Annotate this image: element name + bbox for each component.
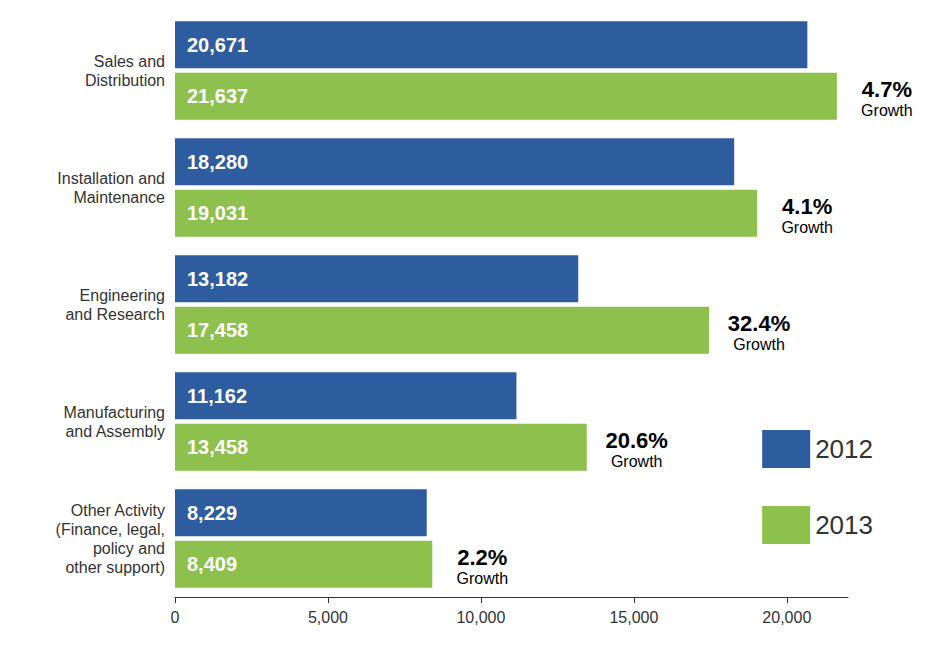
svg-text:13,458: 13,458 xyxy=(187,436,248,458)
svg-text:20,000: 20,000 xyxy=(762,609,811,626)
svg-text:other support): other support) xyxy=(65,559,165,576)
svg-text:19,031: 19,031 xyxy=(187,202,248,224)
svg-text:and Research: and Research xyxy=(65,306,165,323)
svg-text:4.7%: 4.7% xyxy=(862,77,912,102)
svg-text:8,409: 8,409 xyxy=(187,553,237,575)
svg-text:20.6%: 20.6% xyxy=(605,428,667,453)
svg-text:11,162: 11,162 xyxy=(187,385,247,407)
svg-text:Growth: Growth xyxy=(611,453,663,470)
svg-text:18,280: 18,280 xyxy=(187,151,248,173)
svg-text:Distribution: Distribution xyxy=(85,72,165,89)
svg-text:Other Activity: Other Activity xyxy=(71,502,165,519)
svg-text:policy and: policy and xyxy=(93,540,165,557)
svg-text:32.4%: 32.4% xyxy=(728,311,790,336)
svg-text:Maintenance: Maintenance xyxy=(73,189,165,206)
svg-text:8,229: 8,229 xyxy=(187,502,237,524)
svg-text:Growth: Growth xyxy=(861,102,913,119)
svg-text:21,637: 21,637 xyxy=(187,85,248,107)
svg-text:Manufacturing: Manufacturing xyxy=(64,404,165,421)
svg-text:Growth: Growth xyxy=(733,336,785,353)
svg-text:2.2%: 2.2% xyxy=(457,545,507,570)
svg-text:5,000: 5,000 xyxy=(308,609,348,626)
svg-text:15,000: 15,000 xyxy=(609,609,658,626)
svg-text:and Assembly: and Assembly xyxy=(65,423,165,440)
svg-text:Growth: Growth xyxy=(781,219,833,236)
svg-text:13,182: 13,182 xyxy=(187,268,248,290)
svg-text:Engineering: Engineering xyxy=(80,287,165,304)
svg-text:10,000: 10,000 xyxy=(456,609,505,626)
svg-text:2012: 2012 xyxy=(815,434,873,464)
svg-text:2013: 2013 xyxy=(815,510,873,540)
svg-text:(Finance, legal,: (Finance, legal, xyxy=(56,521,165,538)
svg-text:17,458: 17,458 xyxy=(187,319,248,341)
svg-text:Sales and: Sales and xyxy=(94,53,165,70)
svg-text:0: 0 xyxy=(171,609,180,626)
svg-text:4.1%: 4.1% xyxy=(782,194,832,219)
svg-text:Growth: Growth xyxy=(456,570,508,587)
svg-text:Installation and: Installation and xyxy=(57,170,165,187)
svg-text:20,671: 20,671 xyxy=(187,34,248,56)
